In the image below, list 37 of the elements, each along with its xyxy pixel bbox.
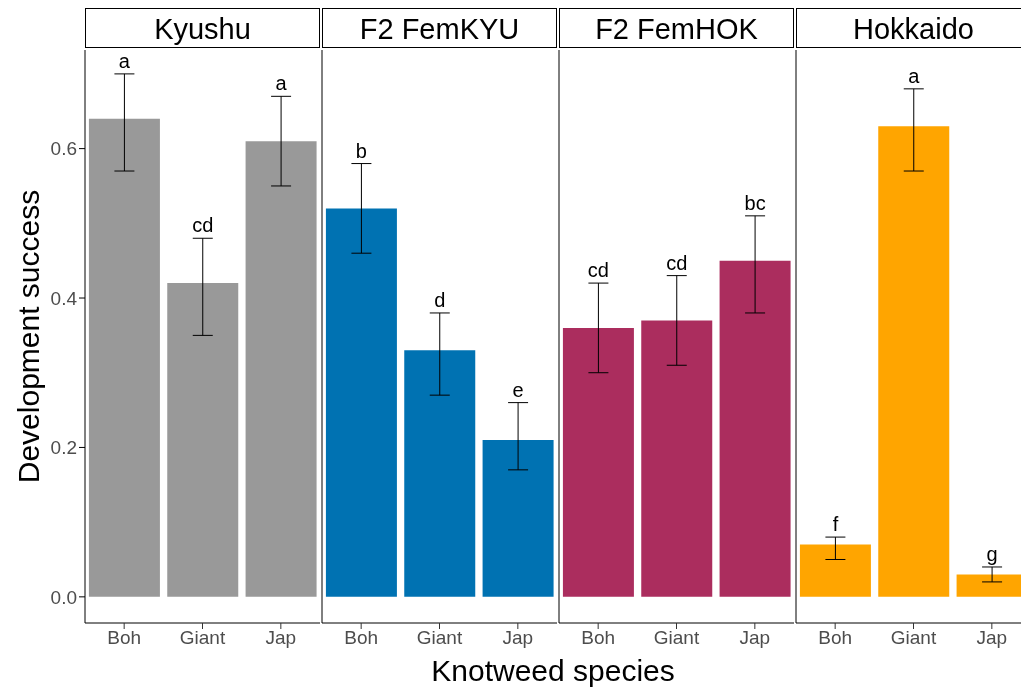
x-tick-label: Giant [890,627,937,649]
chart-title: F2 FemKYU [322,8,557,48]
x-tick-label: Jap [739,627,771,649]
data-label: d [434,288,446,311]
x-tick-label: Giant [179,627,226,649]
data-label: a [275,72,288,95]
chart-title: Kyushu [85,8,320,48]
x-tick-label: Boh [107,627,142,649]
y-tick-label: 0.0 [50,586,77,608]
data-label: b [355,139,367,162]
data-label: a [908,64,921,87]
x-tick-label: Boh [818,627,853,649]
x-tick-label: Boh [581,627,616,649]
x-tick-label: Jap [502,627,534,649]
data-label: f [832,513,839,536]
bar [245,141,317,597]
chart-title: F2 FemHOK [559,8,794,48]
chart-title: Hokkaido [796,8,1021,48]
data-label: bc [744,191,766,214]
bar [167,283,239,597]
x-axis-title: Knotweed species [430,654,676,687]
data-label: a [118,49,131,72]
x-tick-label: Giant [416,627,463,649]
data-label: e [512,378,524,401]
data-label: cd [587,259,609,282]
data-label: g [986,542,998,565]
x-tick-label: Jap [976,627,1008,649]
bar [88,118,160,597]
data-label: cd [666,251,688,274]
y-tick-label: 0.6 [50,138,77,160]
data-label: cd [192,214,214,237]
x-tick-label: Giant [653,627,700,649]
x-tick-label: Jap [265,627,297,649]
y-tick-label: 0.4 [50,287,78,309]
y-tick-label: 0.2 [50,437,77,459]
x-tick-label: Boh [344,627,379,649]
y-axis-title: Development success [11,189,45,484]
